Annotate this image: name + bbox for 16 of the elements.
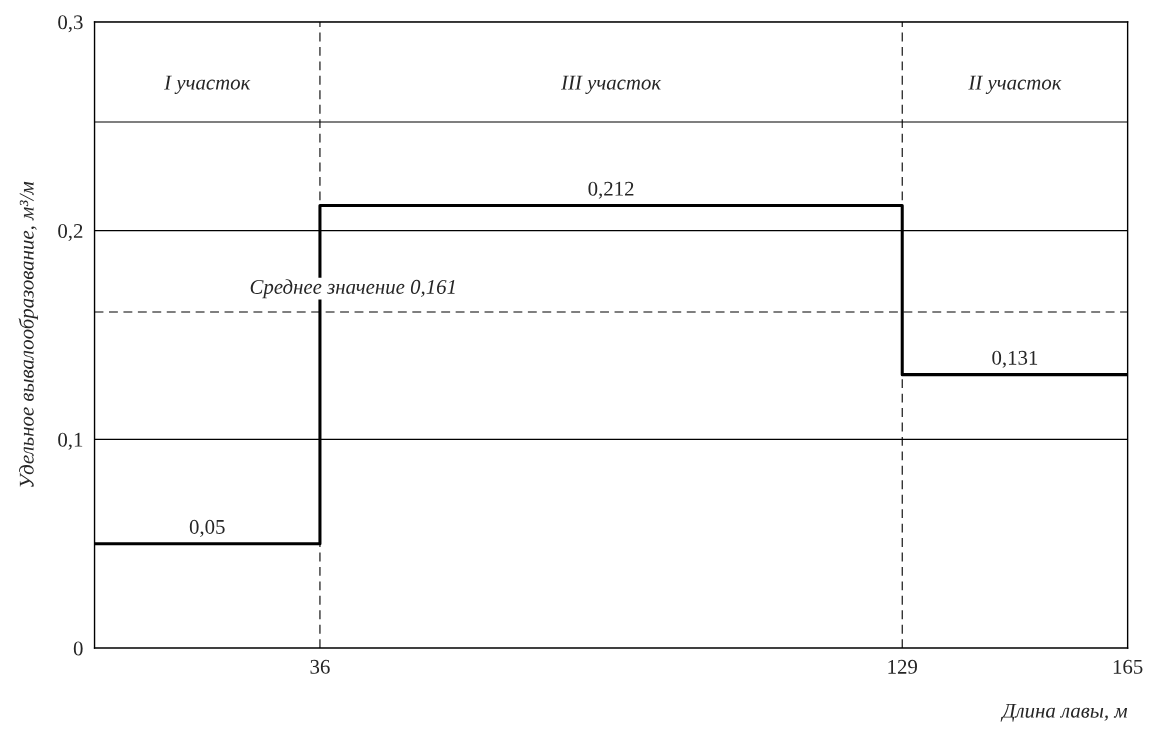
- x-tick-label: 129: [888, 659, 918, 674]
- x-tick-label: 36: [310, 659, 330, 674]
- data-label: 0,131: [992, 350, 1038, 368]
- y-tick-label: 0,3: [58, 15, 83, 33]
- x-tick-label: 165: [1113, 659, 1143, 674]
- ref-line-label: Среднее значение 0,161: [250, 279, 455, 299]
- annotation: I участок: [164, 75, 251, 94]
- data-label: 0,05: [189, 519, 225, 537]
- data-label: 0,212: [588, 181, 634, 199]
- x-axis-title: Длина лавы, м: [1000, 703, 1128, 722]
- y-tick-label: 0,1: [58, 432, 83, 450]
- y-tick-label: 0: [73, 641, 83, 656]
- y-axis-title: Удельное вывалообразование, м³/м: [18, 181, 38, 487]
- annotation: II участок: [968, 75, 1062, 94]
- y-tick-label: 0,2: [58, 223, 83, 242]
- annotation: III участок: [560, 75, 662, 94]
